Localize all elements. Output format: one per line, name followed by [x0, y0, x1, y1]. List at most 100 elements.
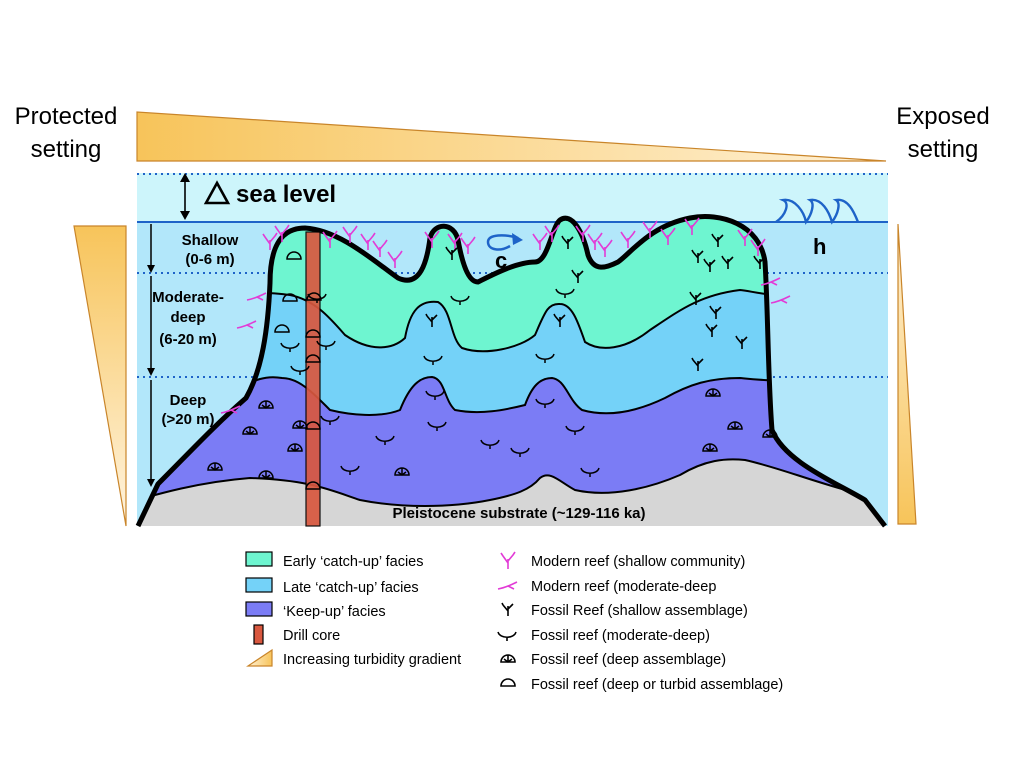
arrow-up-icon: [180, 173, 190, 182]
keep-up-swatch: [245, 601, 273, 617]
legend-modern-moderate-label: Modern reef (moderate-deep: [531, 579, 716, 595]
turbidity-gradient-right-wedge: [897, 223, 917, 525]
fossil-shallow-corals: [425, 233, 766, 371]
fossil-moderate-coral-icon: [555, 288, 575, 298]
modern-moderate-coral-icon: [497, 581, 518, 590]
fossil-shallow-coral-icon: [691, 249, 704, 263]
fossil-moderate-coral-icon: [497, 631, 517, 641]
modern-shallow-coral-icon: [532, 232, 548, 250]
arrow-down-icon: [180, 211, 190, 220]
turbidity-gradient-top-wedge: [136, 111, 887, 162]
legend-fossil-deep-label: Fossil reef (deep assemblage): [531, 652, 726, 668]
fossil-deep-coral-icon: [258, 400, 274, 409]
fossil-deep-coral-icon: [500, 654, 516, 663]
fossil-moderate-coral-icon: [320, 415, 340, 425]
fossil-shallow-coral-icon: [501, 602, 514, 616]
modern-shallow-coral-icon: [262, 232, 278, 250]
fossil-deep-coral-icon: [394, 467, 410, 476]
substrate-label: Pleistocene substrate (~129-116 ka): [392, 505, 645, 522]
fossil-shallow-coral-icon: [709, 305, 722, 319]
fossil-deep-coral-icon: [207, 462, 223, 471]
current-arrow-icon: [486, 234, 519, 251]
legend-drill-core-label: Drill core: [283, 628, 340, 644]
protected-setting-title: Protected: [15, 103, 118, 130]
fossil-moderate-coral-icon: [280, 342, 300, 352]
fossil-turbid-coral-icon: [500, 678, 516, 687]
fossil-shallow-coral-icon: [705, 323, 718, 337]
fossil-shallow-coral-icon: [445, 246, 458, 260]
modern-moderate-coral-icon: [760, 277, 781, 286]
modern-shallow-coral-icon: [544, 224, 560, 242]
drill-core: [305, 231, 321, 527]
legend-early-catch-up-label: Early ‘catch-up’ facies: [283, 554, 424, 570]
modern-shallow-coral-icon: [274, 224, 290, 242]
legend-keep-up-label: ‘Keep-up’ facies: [283, 604, 386, 620]
fossil-moderate-coral-icon: [375, 435, 395, 445]
modern-shallow-coral-icon: [684, 217, 700, 235]
legend-fossil-moderate-label: Fossil reef (moderate-deep): [531, 628, 710, 644]
legend-fossil-shallow-label: Fossil Reef (shallow assemblage): [531, 603, 748, 619]
shallow-zone-range: (0-6 m): [185, 251, 234, 268]
wave-icon: [775, 198, 860, 225]
wave-energy-label: h: [813, 234, 826, 259]
legend-right: Modern reef (shallow community) Modern r…: [497, 551, 783, 693]
fossil-moderate-coral-icon: [427, 421, 447, 431]
fossil-deep-coral-icon: [705, 388, 721, 397]
exposed-setting-title-line2: setting: [908, 136, 979, 163]
fossil-moderate-coral-icon: [497, 631, 517, 641]
modern-moderate-coral-icon: [246, 292, 267, 301]
modern-shallow-coral-icon: [322, 230, 338, 248]
fossil-deep-coral-icon: [242, 426, 258, 435]
fossil-shallow-coral-icon: [689, 291, 702, 305]
modern-shallow-coral-icon: [424, 230, 440, 248]
shallow-arrowhead-icon: [147, 265, 155, 273]
delta-icon: [203, 180, 231, 205]
fossil-turbid-coral-icon: [286, 251, 302, 260]
current-arrowhead-icon: [512, 233, 523, 245]
modern-moderate-coral-icon: [236, 320, 257, 329]
protected-setting-title-line2: setting: [31, 136, 102, 163]
fossil-moderate-coral-icon: [290, 365, 310, 375]
modern-shallow-coral-icon: [587, 232, 603, 250]
fossil-shallow-coral-icon: [735, 335, 748, 349]
fossil-moderate-coral-icon: [480, 439, 500, 449]
moderate-zone-label-line2: deep: [170, 309, 205, 326]
fossil-turbid-coral-icon: [500, 678, 516, 687]
fossil-shallow-coral-icon: [721, 255, 734, 269]
fossil-moderate-coral-icon: [510, 447, 530, 457]
reef-outline: [135, 214, 887, 528]
drill-core-swatch: [253, 624, 264, 645]
modern-shallow-coral-icon: [660, 227, 676, 245]
deep-zone-label: Deep: [170, 392, 207, 409]
early-catch-up-swatch: [245, 551, 273, 567]
modern-shallow-coral-icon: [387, 250, 403, 268]
exposed-setting-title: Exposed: [896, 103, 989, 130]
fossil-deep-coral-icon: [292, 420, 308, 429]
fossil-deep-coral-icon: [287, 443, 303, 452]
fossil-deep-corals: [207, 388, 778, 479]
modern-shallow-coral-icon: [642, 220, 658, 238]
fossil-turbid-coral-icon: [282, 293, 298, 302]
modern-shallow-coral-icon: [620, 230, 636, 248]
fossil-moderate-coral-icon: [340, 465, 360, 475]
fossil-moderate-coral-icon: [565, 425, 585, 435]
sea-level-change-band: [137, 173, 888, 223]
fossil-moderate-coral-icon: [316, 340, 336, 350]
fossil-turbid-coral-icon: [306, 292, 322, 301]
modern-moderate-coral-icon: [770, 295, 791, 304]
legend-left: Early ‘catch-up’ facies Late ‘catch-up’ …: [245, 551, 461, 668]
modern-shallow-coral-icon: [447, 232, 463, 250]
fossil-shallow-coral-icon: [553, 313, 566, 327]
sea-level-label: sea level: [236, 181, 336, 208]
moderate-arrowhead-icon: [147, 368, 155, 376]
deep-zone-range: (>20 m): [162, 411, 215, 428]
modern-shallow-coral-icon: [460, 236, 476, 254]
modern-moderate-coral-icon: [220, 405, 241, 414]
fossil-deep-coral-icon: [500, 654, 516, 663]
fossil-moderate-coral-icon: [423, 355, 443, 365]
legend-fossil-turbid-label: Fossil reef (deep or turbid assemblage): [531, 677, 783, 693]
fossil-turbid-coral-icon: [305, 329, 321, 338]
fossil-shallow-coral-icon: [703, 258, 716, 272]
fossil-shallow-coral-icon: [753, 255, 766, 269]
